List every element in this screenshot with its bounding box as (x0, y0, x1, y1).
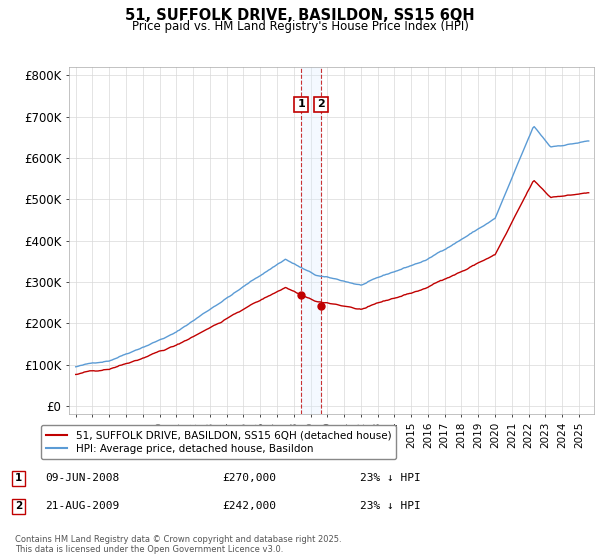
Text: 09-JUN-2008: 09-JUN-2008 (45, 473, 119, 483)
Text: 23% ↓ HPI: 23% ↓ HPI (360, 473, 421, 483)
Text: Contains HM Land Registry data © Crown copyright and database right 2025.
This d: Contains HM Land Registry data © Crown c… (15, 535, 341, 554)
Text: 23% ↓ HPI: 23% ↓ HPI (360, 501, 421, 511)
Text: 2: 2 (317, 100, 325, 109)
Text: 2: 2 (15, 501, 22, 511)
Text: 1: 1 (15, 473, 22, 483)
Text: 1: 1 (297, 100, 305, 109)
Text: 51, SUFFOLK DRIVE, BASILDON, SS15 6QH: 51, SUFFOLK DRIVE, BASILDON, SS15 6QH (125, 8, 475, 24)
Text: £242,000: £242,000 (222, 501, 276, 511)
Text: Price paid vs. HM Land Registry's House Price Index (HPI): Price paid vs. HM Land Registry's House … (131, 20, 469, 32)
Legend: 51, SUFFOLK DRIVE, BASILDON, SS15 6QH (detached house), HPI: Average price, deta: 51, SUFFOLK DRIVE, BASILDON, SS15 6QH (d… (41, 425, 397, 459)
Bar (301, 67, 321, 414)
Text: 21-AUG-2009: 21-AUG-2009 (45, 501, 119, 511)
Text: £270,000: £270,000 (222, 473, 276, 483)
